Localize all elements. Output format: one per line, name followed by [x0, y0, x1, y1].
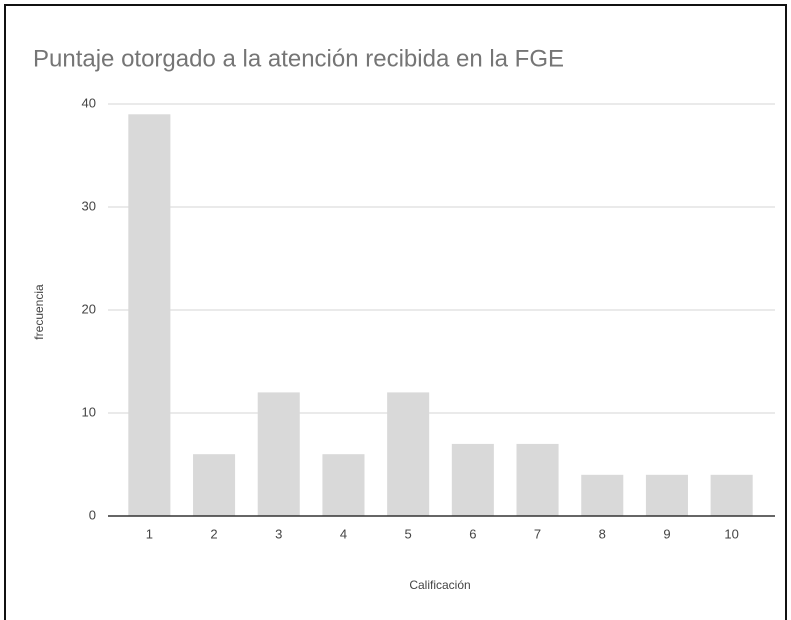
y-tick-label: 30	[82, 198, 96, 213]
bar	[581, 474, 624, 516]
chart-title: Puntaje otorgado a la atención recibida …	[33, 45, 564, 72]
bar	[645, 474, 688, 516]
x-tick-label: 10	[724, 526, 738, 541]
x-tick-label: 4	[340, 526, 347, 541]
x-tick-label: 5	[405, 526, 412, 541]
x-tick-label: 9	[663, 526, 670, 541]
bar	[193, 454, 236, 516]
y-tick-label: 0	[89, 507, 96, 522]
x-tick-label: 1	[146, 526, 153, 541]
x-axis-title: Calificación	[409, 578, 470, 592]
x-tick-label: 3	[275, 526, 282, 541]
x-tick-label: 8	[599, 526, 606, 541]
bar	[387, 392, 430, 516]
y-tick-label: 20	[82, 301, 96, 316]
bar	[710, 474, 753, 516]
bar	[322, 454, 365, 516]
y-tick-label: 10	[82, 404, 96, 419]
x-tick-label: 7	[534, 526, 541, 541]
x-tick-label: 2	[210, 526, 217, 541]
y-axis-title: frecuencia	[32, 284, 46, 340]
bar	[128, 114, 171, 517]
y-tick-label: 40	[82, 95, 96, 110]
x-tick-label: 6	[469, 526, 476, 541]
bar	[257, 392, 300, 516]
bar	[516, 443, 559, 516]
bar	[451, 443, 494, 516]
frame	[4, 4, 787, 620]
